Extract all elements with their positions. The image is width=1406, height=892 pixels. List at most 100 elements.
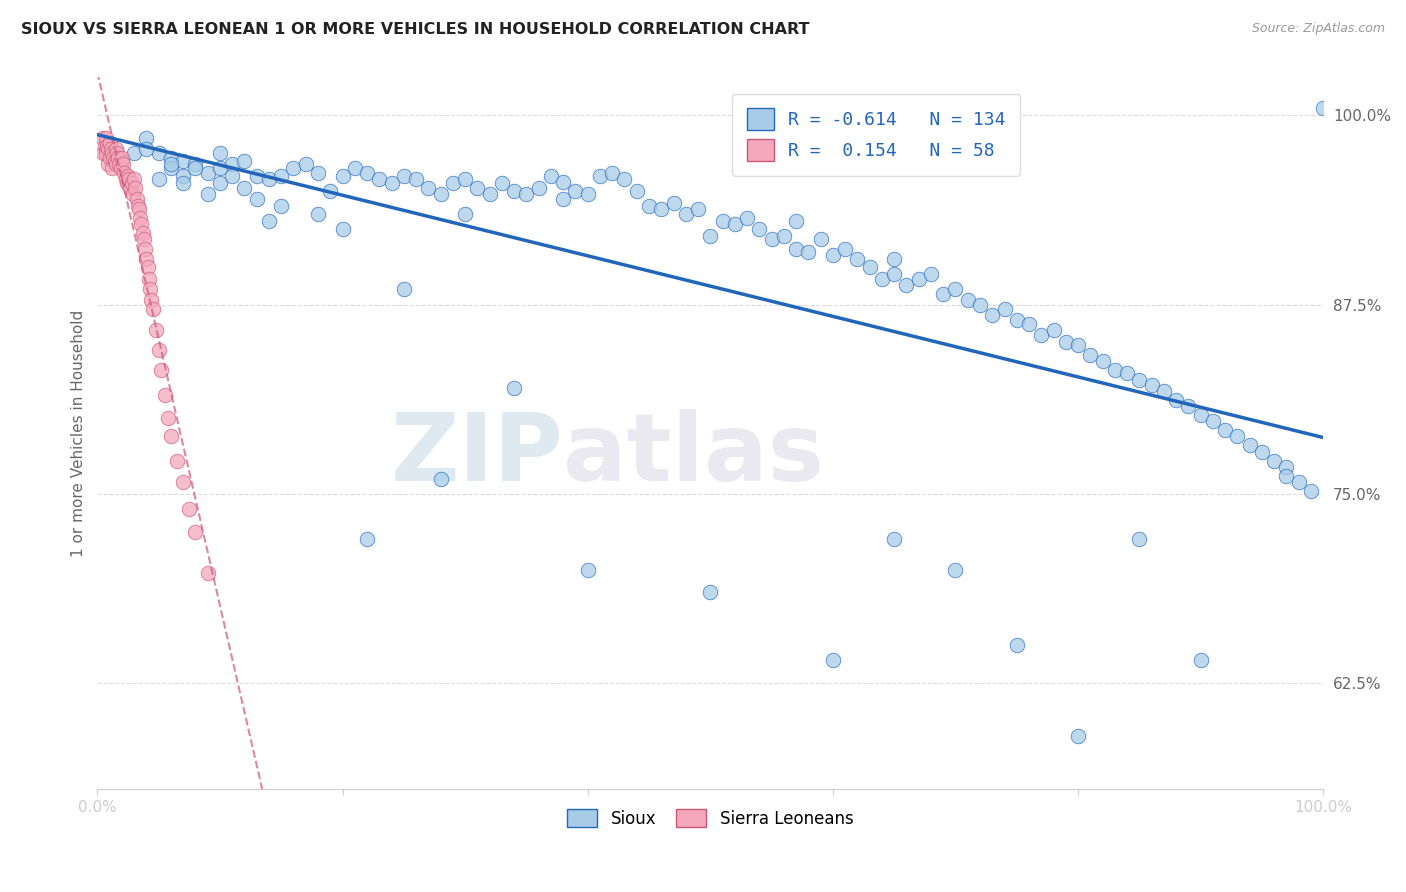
Point — [491, 177, 513, 191]
Point — [564, 184, 586, 198]
Point — [1042, 323, 1064, 337]
Point — [129, 211, 152, 226]
Point — [120, 181, 142, 195]
Point — [233, 153, 256, 168]
Point — [97, 157, 120, 171]
Point — [699, 229, 721, 244]
Point — [724, 218, 747, 232]
Point — [418, 181, 440, 195]
Point — [139, 283, 162, 297]
Point — [132, 232, 155, 246]
Point — [821, 247, 844, 261]
Point — [540, 169, 562, 183]
Point — [233, 181, 256, 195]
Point — [110, 161, 132, 176]
Point — [785, 242, 807, 256]
Point — [319, 184, 342, 198]
Point — [589, 169, 612, 183]
Point — [160, 157, 183, 171]
Point — [527, 181, 550, 195]
Point — [148, 172, 170, 186]
Point — [454, 172, 477, 186]
Point — [553, 175, 575, 189]
Point — [93, 138, 115, 153]
Point — [153, 388, 176, 402]
Point — [1153, 384, 1175, 398]
Point — [405, 172, 427, 186]
Point — [883, 533, 905, 547]
Point — [197, 566, 219, 580]
Point — [105, 146, 128, 161]
Point — [1116, 366, 1139, 380]
Point — [392, 283, 415, 297]
Point — [148, 146, 170, 161]
Point — [773, 229, 796, 244]
Point — [356, 533, 378, 547]
Point — [381, 177, 404, 191]
Point — [172, 177, 194, 191]
Point — [122, 146, 145, 161]
Point — [896, 277, 918, 292]
Point — [981, 308, 1004, 322]
Point — [208, 177, 231, 191]
Point — [160, 161, 183, 176]
Point — [307, 207, 329, 221]
Point — [157, 411, 180, 425]
Point — [1140, 377, 1163, 392]
Text: SIOUX VS SIERRA LEONEAN 1 OR MORE VEHICLES IN HOUSEHOLD CORRELATION CHART: SIOUX VS SIERRA LEONEAN 1 OR MORE VEHICL… — [21, 22, 810, 37]
Point — [97, 142, 120, 156]
Point — [135, 252, 157, 267]
Point — [1312, 101, 1334, 115]
Point — [478, 187, 501, 202]
Point — [270, 169, 292, 183]
Point — [197, 166, 219, 180]
Point — [172, 169, 194, 183]
Point — [122, 187, 145, 202]
Point — [1299, 483, 1322, 498]
Point — [356, 166, 378, 180]
Point — [1078, 348, 1101, 362]
Point — [748, 222, 770, 236]
Point — [846, 252, 869, 267]
Point — [179, 502, 201, 516]
Point — [1288, 475, 1310, 489]
Point — [600, 166, 623, 180]
Point — [1263, 453, 1285, 467]
Point — [969, 297, 991, 311]
Point — [1031, 327, 1053, 342]
Point — [932, 287, 955, 301]
Point — [1202, 414, 1225, 428]
Point — [127, 199, 149, 213]
Point — [368, 172, 391, 186]
Point — [166, 453, 188, 467]
Point — [785, 214, 807, 228]
Point — [96, 138, 118, 153]
Point — [93, 131, 115, 145]
Point — [515, 187, 537, 202]
Point — [103, 153, 125, 168]
Point — [1213, 423, 1236, 437]
Point — [576, 563, 599, 577]
Point — [1128, 373, 1150, 387]
Point — [576, 187, 599, 202]
Point — [821, 653, 844, 667]
Point — [160, 151, 183, 165]
Point — [221, 157, 243, 171]
Point — [834, 242, 856, 256]
Point — [221, 169, 243, 183]
Point — [1189, 653, 1212, 667]
Point — [956, 293, 979, 307]
Point — [100, 142, 122, 156]
Point — [735, 211, 758, 226]
Point — [208, 146, 231, 161]
Point — [135, 131, 157, 145]
Point — [124, 181, 146, 195]
Point — [246, 169, 269, 183]
Point — [332, 169, 354, 183]
Point — [138, 272, 160, 286]
Point — [94, 131, 117, 145]
Point — [662, 196, 685, 211]
Point — [98, 136, 121, 150]
Point — [1251, 444, 1274, 458]
Point — [145, 323, 167, 337]
